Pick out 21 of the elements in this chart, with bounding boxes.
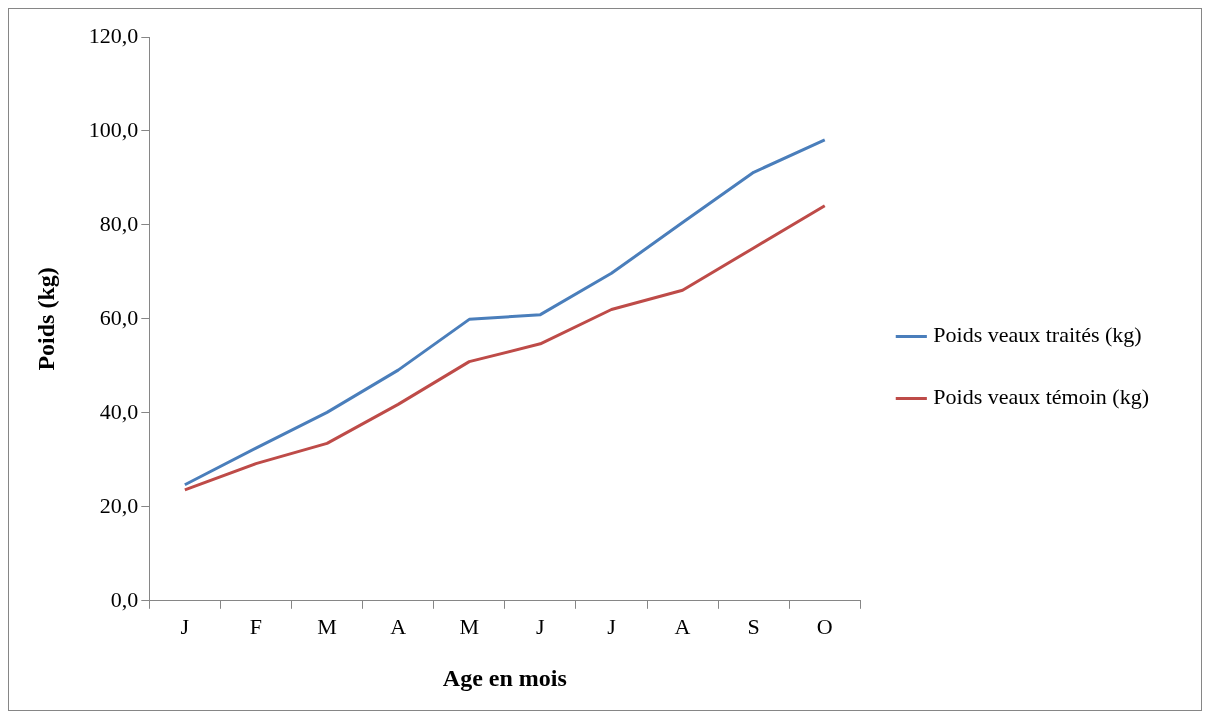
y-tick-label: 80,0: [99, 210, 139, 236]
x-tick-label: A: [390, 613, 407, 639]
x-tick-label: A: [674, 613, 691, 639]
x-tick-label: J: [607, 613, 617, 639]
x-tick-label: M: [317, 613, 337, 639]
y-tick-label: 20,0: [99, 492, 139, 518]
y-tick-label: 60,0: [99, 304, 139, 330]
y-tick-label: 40,0: [99, 398, 139, 424]
y-tick-label: 100,0: [88, 116, 139, 142]
x-tick-label: J: [536, 613, 546, 639]
x-tick-label: O: [816, 613, 833, 639]
x-tick-label: J: [180, 613, 190, 639]
x-tick-label: F: [249, 613, 263, 639]
y-tick-label: 120,0: [88, 22, 139, 48]
legend-label: Poids veaux témoin (kg): [933, 384, 1150, 410]
x-axis-title: Age en mois: [442, 664, 567, 691]
legend-label: Poids veaux traités (kg): [933, 322, 1142, 348]
x-tick-label: M: [459, 613, 480, 639]
x-tick-label: S: [747, 613, 760, 639]
y-axis-title: Poids (kg): [32, 267, 59, 371]
y-tick-label: 0,0: [110, 586, 139, 612]
